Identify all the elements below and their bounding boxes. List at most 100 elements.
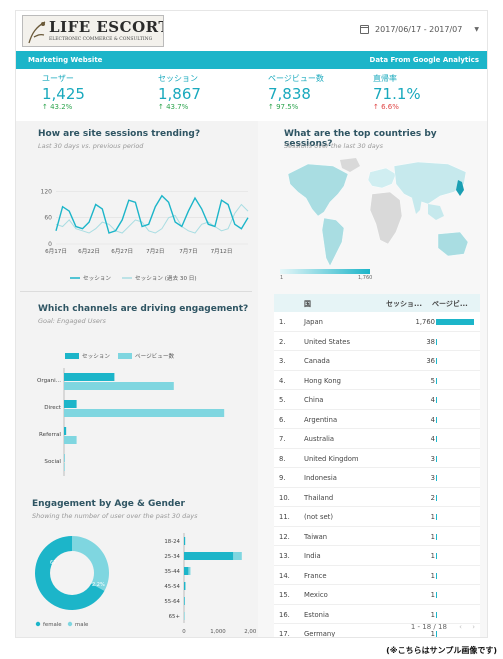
row-country: Australia [304, 435, 335, 443]
row-sessions: 3 [430, 454, 435, 463]
channels-card-subtitle: Goal: Engaged Users [38, 317, 106, 325]
bar-sessions [64, 427, 67, 435]
table-row[interactable]: 16. Estonia 1 [274, 604, 480, 624]
pagination-label: 1 - 18 / 18 [410, 623, 447, 631]
gender-donut-chart: 67 2.2% female male [35, 536, 109, 628]
table-row[interactable]: 12. Taiwan 1 [274, 526, 480, 546]
row-index: 4. [279, 376, 286, 385]
kpi-label: セッション [158, 74, 198, 83]
row-index: 15. [279, 591, 290, 599]
legend-swatch-female [35, 621, 41, 627]
table-row[interactable]: 13. India 1 [274, 546, 480, 566]
row-pageviews-bar [436, 553, 438, 559]
row-sessions: 1 [430, 532, 435, 541]
table-header: 国 セッショ... ページビ... [274, 294, 480, 312]
row-index: 2. [279, 337, 286, 346]
channels-card-title: Which channels are driving engagement? [38, 304, 249, 314]
row-index: 17. [279, 630, 290, 638]
map-japan [456, 180, 464, 196]
calendar-icon [360, 25, 370, 34]
kpi-users: ユーザー 1,425 ↑ 43.2% [42, 73, 152, 111]
age-bar-chart: 18-24 25-34 35-44 45-54 55-64 65+ 0 1,000 2,000 [164, 533, 256, 635]
age-category-label: 18-24 [164, 539, 180, 545]
y-tick-label: 60 [44, 215, 52, 222]
report-canvas: LIFE ESCORT ELECTRONIC COMMERCE & CONSUL… [15, 10, 488, 638]
x-tick-label: 6月27日 [111, 248, 133, 255]
x-tick-label: 6月17日 [45, 248, 67, 255]
row-sessions: 3 [430, 474, 435, 482]
table-row[interactable]: 10. Thailand 2 [274, 487, 480, 507]
column-header-pageviews[interactable]: ページビ... [432, 300, 468, 308]
row-pageviews-bar [436, 592, 438, 598]
kpi-delta: ↑ 6.6% [373, 103, 399, 111]
table-row[interactable]: 14. France 1 [274, 565, 480, 585]
date-range-picker[interactable]: 2017/06/17 - 2017/07 ▼ [360, 25, 479, 34]
row-country: Thailand [304, 493, 334, 502]
table-row[interactable]: 2. United States 38 [274, 331, 480, 351]
row-sessions: 38 [426, 337, 435, 346]
bar-female [188, 567, 191, 575]
map-card-subtitle: Sessions over the last 30 days [284, 142, 384, 150]
sessions-card-subtitle: Last 30 days vs. previous period [38, 142, 144, 150]
chevron-down-icon: ▼ [474, 26, 479, 33]
kpi-delta: ↑ 97.5% [268, 103, 299, 111]
row-sessions: 1 [430, 552, 435, 560]
kpi-value: 7,838 [268, 85, 311, 103]
divider [20, 291, 252, 292]
row-sessions: 4 [430, 396, 435, 404]
row-country: Hong Kong [304, 376, 341, 385]
kpi-label: ページビュー数 [268, 74, 324, 83]
kpi-row: ユーザー 1,425 ↑ 43.2% セッション 1,867 ↑ 43.7% ペ… [16, 69, 487, 121]
legend-label-pageviews: ページビュー数 [135, 352, 174, 360]
table-row[interactable]: 9. Indonesia 3 [274, 468, 480, 488]
age-card-subtitle: Showing the number of user over the past… [32, 512, 198, 520]
age-category-label: 65+ [169, 614, 180, 620]
banner-title: Marketing Website [28, 56, 103, 64]
table-row[interactable]: 8. United Kingdom 3 [274, 448, 480, 468]
category-label: Direct [44, 405, 62, 411]
table-row[interactable]: 6. Argentina 4 [274, 409, 480, 429]
legend-label-previous: セッション (過去 30 日) [135, 274, 197, 282]
bar-pageviews [64, 382, 174, 390]
x-tick-label: 6月22日 [78, 248, 100, 255]
column-header-country[interactable]: 国 [304, 300, 311, 308]
row-pageviews-bar [436, 611, 438, 618]
table-row[interactable]: 1. Japan 1,760 [274, 312, 480, 332]
table-row[interactable]: 5. China 4 [274, 390, 480, 410]
column-header-sessions[interactable]: セッショ... [386, 300, 422, 308]
row-country: Canada [304, 357, 330, 365]
category-label: Referral [39, 432, 61, 438]
row-pageviews-bar [436, 572, 438, 579]
row-pageviews-bar [436, 338, 438, 345]
age-card-title: Engagement by Age & Gender [32, 499, 185, 509]
table-row[interactable]: 15. Mexico 1 [274, 585, 480, 605]
row-country: India [304, 552, 321, 560]
table-row[interactable]: 3. Canada 36 [274, 351, 480, 371]
row-pageviews-bar [436, 631, 438, 637]
bar-sessions [64, 400, 77, 408]
row-pageviews-bar [436, 377, 438, 384]
kpi-sessions: セッション 1,867 ↑ 43.7% [158, 73, 268, 111]
table-row[interactable]: 11. (not set) 1 [274, 507, 480, 527]
bar-male [184, 537, 186, 545]
row-sessions: 4 [430, 435, 435, 443]
table-row[interactable]: 4. Hong Kong 5 [274, 370, 480, 390]
row-index: 8. [279, 454, 286, 463]
row-index: 13. [279, 552, 290, 560]
table-row[interactable]: 7. Australia 4 [274, 429, 480, 449]
next-page-icon[interactable]: › [472, 623, 475, 631]
map-europe [367, 167, 397, 189]
legend-label-male: male [75, 622, 89, 628]
kpi-label: ユーザー [42, 74, 74, 83]
previous-page-icon[interactable]: ‹ [459, 623, 462, 631]
kpi-delta: ↑ 43.7% [158, 103, 189, 111]
bar-pageviews [64, 409, 225, 417]
row-index: 7. [279, 435, 286, 443]
x-tick-label: 7月7日 [179, 248, 197, 255]
table-row[interactable]: 17. Germany 1 [274, 624, 480, 638]
x-tick-label: 2,000 [244, 629, 256, 635]
row-index: 6. [279, 415, 286, 424]
map-asia [393, 161, 467, 205]
map-india [412, 198, 422, 214]
donut-label-male: 2.2% [92, 582, 105, 588]
